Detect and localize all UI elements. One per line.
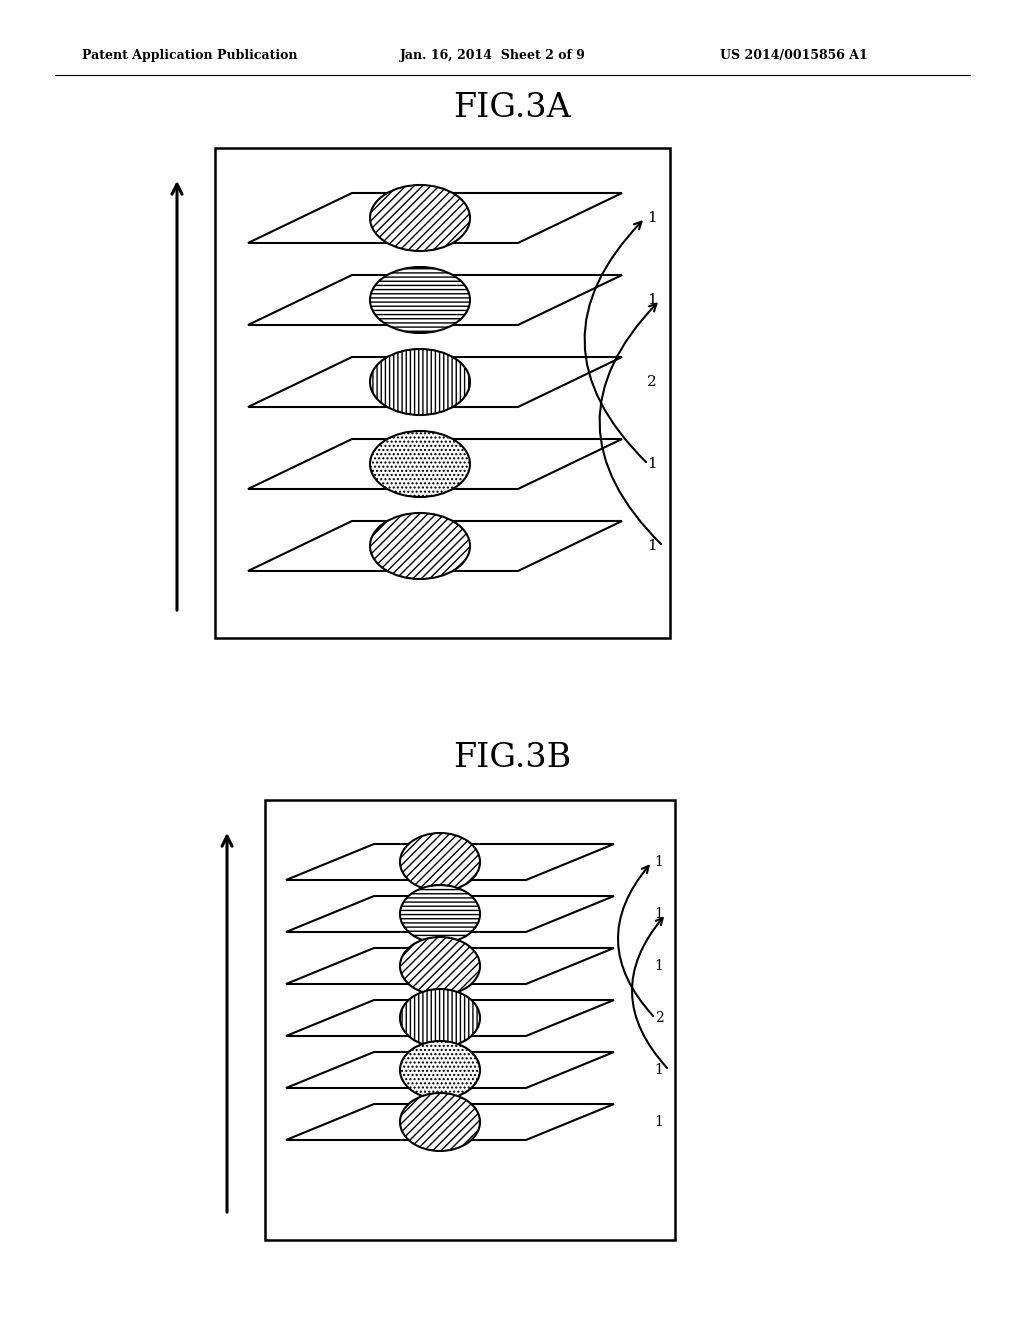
Polygon shape <box>286 843 614 880</box>
Bar <box>215 148 670 638</box>
Polygon shape <box>286 1104 614 1140</box>
Polygon shape <box>286 948 614 983</box>
Ellipse shape <box>400 937 480 995</box>
Text: FIG.3A: FIG.3A <box>453 92 571 124</box>
Polygon shape <box>286 896 614 932</box>
Bar <box>265 800 675 1239</box>
Polygon shape <box>286 1001 614 1036</box>
Polygon shape <box>248 356 622 407</box>
Ellipse shape <box>400 884 480 942</box>
Text: 1: 1 <box>647 293 656 308</box>
Text: 2: 2 <box>654 1011 664 1026</box>
Ellipse shape <box>400 1093 480 1151</box>
Polygon shape <box>248 275 622 325</box>
FancyArrowPatch shape <box>632 917 667 1068</box>
Polygon shape <box>248 193 622 243</box>
Text: US 2014/0015856 A1: US 2014/0015856 A1 <box>720 49 867 62</box>
Ellipse shape <box>370 348 470 414</box>
Text: 1: 1 <box>647 211 656 224</box>
FancyArrowPatch shape <box>585 222 646 462</box>
Text: 1: 1 <box>654 1063 664 1077</box>
Polygon shape <box>248 521 622 572</box>
Ellipse shape <box>370 267 470 333</box>
FancyArrowPatch shape <box>618 866 653 1016</box>
Text: 1: 1 <box>654 855 664 869</box>
Ellipse shape <box>400 989 480 1047</box>
Ellipse shape <box>400 1041 480 1100</box>
Text: 1: 1 <box>647 539 656 553</box>
Ellipse shape <box>370 513 470 579</box>
Polygon shape <box>286 1052 614 1088</box>
Text: Jan. 16, 2014  Sheet 2 of 9: Jan. 16, 2014 Sheet 2 of 9 <box>400 49 586 62</box>
Text: 1: 1 <box>647 457 656 471</box>
Text: 1: 1 <box>654 960 664 973</box>
FancyArrowPatch shape <box>600 304 662 544</box>
Text: 1: 1 <box>654 1115 664 1129</box>
Ellipse shape <box>370 432 470 498</box>
Polygon shape <box>248 440 622 488</box>
Text: Patent Application Publication: Patent Application Publication <box>82 49 298 62</box>
Ellipse shape <box>370 185 470 251</box>
Text: 1: 1 <box>654 907 664 921</box>
Ellipse shape <box>400 833 480 891</box>
Text: 2: 2 <box>647 375 656 389</box>
Text: FIG.3B: FIG.3B <box>453 742 571 774</box>
